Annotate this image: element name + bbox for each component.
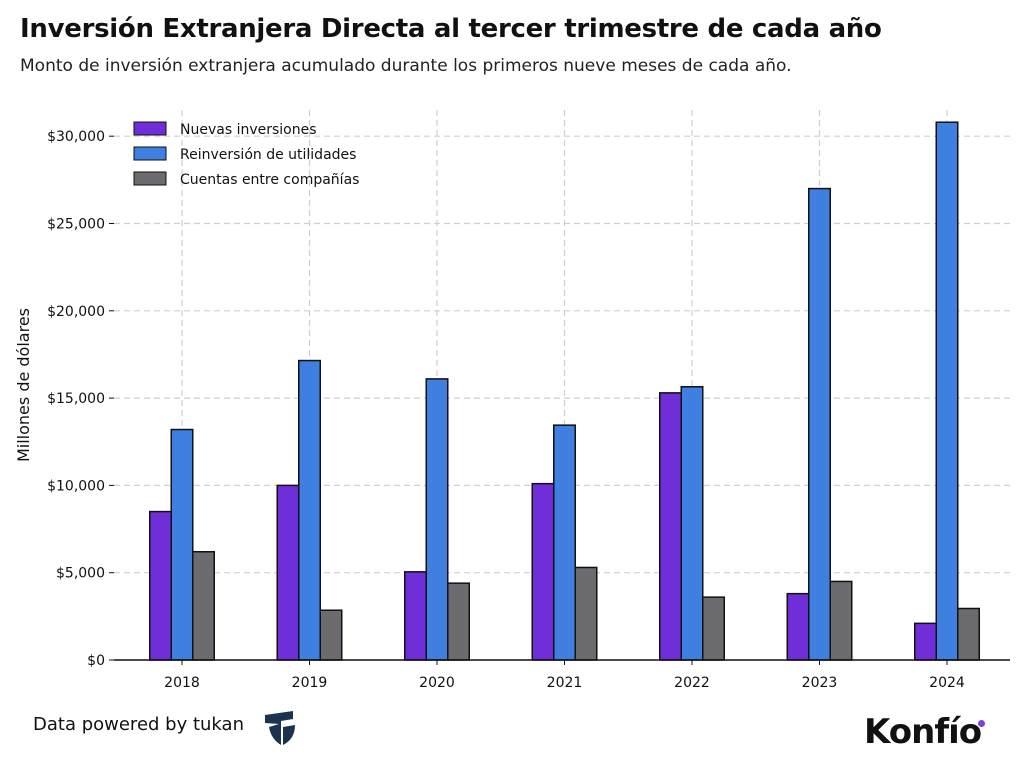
legend-swatch (133, 146, 167, 161)
bar-2020-series-0 (404, 571, 427, 661)
legend-label: Nuevas inversiones (180, 122, 317, 138)
bar-2024-series-0 (914, 622, 937, 661)
bar-2023-series-1 (808, 187, 831, 661)
bar-2024-series-1 (935, 121, 959, 661)
bar-2023-series-0 (786, 592, 810, 661)
y-axis-label: Millones de dólares (14, 308, 33, 462)
bars (149, 121, 980, 661)
bar-2019-series-0 (276, 484, 300, 661)
bar-2020-series-1 (425, 378, 449, 661)
powered-by-text: Data powered by tukan (33, 714, 244, 735)
x-tick-labels: 2018 2019 2020 2021 2022 2023 2024 (164, 660, 965, 691)
legend-swatch (133, 171, 167, 186)
konfio-logo: Konfío (864, 712, 982, 752)
bar-2021-series-0 (531, 482, 555, 661)
x-tick-label: 2022 (674, 675, 710, 691)
tukan-logo-icon (265, 711, 295, 745)
chart-title: Inversión Extranjera Directa al tercer t… (20, 14, 882, 44)
x-tick-label: 2024 (929, 675, 965, 691)
bar-2022-series-1 (680, 385, 704, 661)
x-tick-label: 2021 (547, 675, 583, 691)
x-tick-label: 2018 (164, 675, 200, 691)
bar-2023-series-2 (829, 580, 853, 661)
bar-2018-series-2 (192, 550, 215, 661)
y-tick-label: $25,000 (47, 216, 105, 232)
bar-2024-series-2 (957, 607, 980, 661)
bar-2020-series-2 (447, 582, 470, 661)
y-tick-labels: $0 $5,000 $10,000 $15,000 $20,000 $25,000 $30,… (47, 129, 114, 669)
bar-2019-series-1 (298, 359, 321, 661)
legend-swatch (133, 121, 167, 136)
y-tick-label: $30,000 (47, 129, 105, 145)
bar-2021-series-1 (553, 424, 576, 661)
bar-2019-series-2 (319, 609, 343, 661)
bar-2018-series-0 (149, 510, 172, 661)
bar-2018-series-1 (170, 428, 194, 661)
x-tick-label: 2019 (292, 675, 328, 691)
bar-2021-series-2 (574, 566, 598, 661)
legend-label: Cuentas entre compañías (180, 172, 359, 188)
bar-2022-series-2 (702, 596, 725, 661)
y-tick-label: $10,000 (47, 478, 105, 494)
x-tick-label: 2020 (419, 675, 455, 691)
y-tick-label: $0 (87, 653, 105, 669)
y-tick-label: $15,000 (47, 391, 105, 407)
bar-2022-series-0 (659, 392, 682, 661)
konfio-logo-dot-icon (978, 720, 985, 727)
legend-label: Reinversión de utilidades (180, 147, 356, 163)
chart-subtitle: Monto de inversión extranjera acumulado … (20, 56, 792, 76)
y-tick-label: $5,000 (56, 566, 105, 582)
x-tick-label: 2023 (802, 675, 838, 691)
legend: Nuevas inversiones Reinversión de utilida… (133, 121, 359, 188)
y-tick-label: $20,000 (47, 304, 105, 320)
